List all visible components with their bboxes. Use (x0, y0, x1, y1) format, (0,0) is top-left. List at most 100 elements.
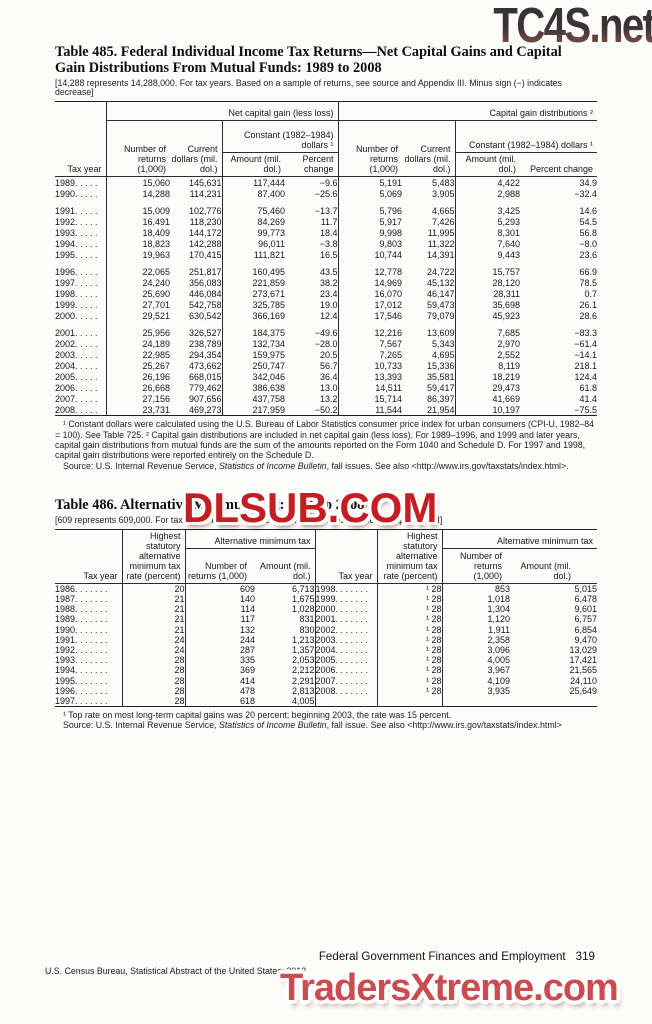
cell: 27,156 (105, 393, 170, 405)
cell: 437,758 (221, 393, 285, 405)
cell: 23.6 (579, 249, 598, 260)
cell: 1,911 (441, 624, 510, 635)
table-486-header: Tax year Highest statutory alternative m… (55, 529, 597, 584)
cell: 4,109 (441, 675, 510, 686)
source-attribution-footer: U.S. Census Bureau, Statistical Abstract… (45, 966, 307, 976)
cell: 2,813 (291, 685, 315, 696)
cell: ¹ 28 (376, 685, 442, 696)
cell: 2001. . . . . . . (314, 614, 377, 625)
cell: 56.7 (320, 360, 338, 371)
table-row: 1991. . . . . . . 24 244 1,213 2003. . . . .… (55, 634, 597, 645)
cell: 2000. . . . . . . (314, 604, 377, 615)
table-row: 1987. . . . . . . 21 140 1,675 1999. . . . .… (55, 594, 597, 605)
cell: 1993. . . . . (55, 227, 98, 238)
cell: 1,213 (291, 634, 315, 645)
cell: 9,803 (337, 238, 403, 250)
table-row: 2008. . . . . 23,731 469,273 217,959 −50.2 11… (55, 404, 597, 416)
cell: 13.2 (320, 393, 338, 404)
cell: 1,028 (291, 604, 315, 615)
cell: 11.7 (320, 216, 338, 227)
running-footer: Federal Government Finances and Employme… (319, 950, 595, 963)
cell: 830 (299, 624, 315, 635)
cell: 779,462 (188, 382, 222, 393)
source-publication: Statistics of Income Bulletin (218, 720, 327, 731)
footer-section-title: Federal Government Finances and Employme… (318, 950, 566, 963)
spacer-row (55, 199, 597, 206)
cell: 18,219 (454, 371, 521, 383)
cell: 5,483 (432, 177, 455, 188)
table-485-body: 1989. . . . . 15,060 145,631 117,444 −9.6 5,1… (55, 176, 598, 416)
cell: 7,567 (337, 338, 403, 350)
cell: ¹ 28 (376, 583, 442, 594)
cell: 1990. . . . . (55, 188, 98, 199)
cell: −75.5 (574, 404, 598, 415)
cell: 29,521 (105, 310, 170, 322)
cell: 7,685 (454, 327, 521, 339)
cell: 1989. . . . . . . (55, 614, 108, 625)
table-row: 1996. . . . . 22,065 251,817 160,495 43.5 12,… (55, 266, 597, 278)
cell: 21,954 (427, 404, 455, 415)
cell: 26,668 (105, 382, 170, 394)
cell: 13,609 (427, 327, 455, 338)
table-485-bracket-note: [14,288 represents 14,288,000. For tax y… (55, 77, 562, 98)
cell: 14,969 (337, 277, 403, 289)
cell: 1,675 (291, 594, 315, 605)
table-row: 2003. . . . . 22,985 294,354 159,975 20.5 7,2… (55, 349, 597, 361)
cell: 1987. . . . . . . (55, 594, 108, 605)
cell: 12,778 (337, 266, 403, 278)
cell: 17,546 (337, 310, 403, 322)
table-row: 1989. . . . . . . 21 117 831 2001. . . . . .… (55, 614, 597, 625)
table-row: 1992. . . . . 16,491 118,230 84,269 11.7 5,91… (55, 216, 597, 228)
cell: 132,734 (221, 338, 285, 350)
cell: 386,638 (221, 382, 285, 394)
cell: 84,269 (221, 216, 285, 228)
cell: 142,288 (188, 238, 222, 249)
cell: 4,695 (432, 349, 455, 360)
cell: 10,197 (454, 404, 521, 416)
cell: 12.4 (320, 310, 338, 321)
cell: 2006. . . . . (55, 382, 98, 393)
cell: 2008. . . . . (55, 404, 98, 415)
cell: 124.4 (574, 371, 598, 382)
cell: 414 (184, 675, 255, 686)
cell: 2007. . . . . . . (314, 675, 377, 686)
section-table-486: Table 486. Alternative Minimum Tax: 1986… (55, 497, 597, 731)
cell: 7,265 (337, 349, 403, 361)
cell: −8.0 (579, 238, 598, 249)
cell: 35,698 (454, 299, 521, 311)
source-suffix: , fall issues. See also <http://www.irs.… (326, 460, 569, 471)
table-row: 2001. . . . . 25,956 326,527 184,375 −49.6 12… (55, 327, 597, 339)
table-row: 1999. . . . . 27,701 542,758 325,785 19.0 17,… (55, 299, 597, 311)
cell: 25,267 (105, 360, 170, 372)
cell: 478 (184, 685, 255, 696)
cell: 16.5 (320, 249, 338, 260)
table-486-bracket-note: [609 represents 609,000. For tax years. … (55, 515, 443, 526)
table-row: 1996. . . . . . . 28 478 2,813 2008. . . . .… (55, 685, 597, 696)
cell: 23.4 (320, 288, 338, 299)
cell: 1990. . . . . . . (55, 624, 108, 635)
cell: 1992. . . . . (55, 216, 98, 227)
cell: 2,291 (291, 675, 315, 686)
cell: 6,713 (291, 583, 315, 594)
col-header-amount-1: Amount (mil. dol.) (221, 152, 285, 178)
section-table-485: Table 485. Federal Individual Income Tax… (55, 44, 598, 471)
cell: 118,230 (189, 216, 222, 227)
table-row: 1992. . . . . . . 24 287 1,357 2004. . . . .… (55, 644, 597, 656)
cell: 87,400 (221, 188, 285, 200)
cell: 11,544 (337, 404, 403, 416)
cell: 630,542 (188, 310, 222, 321)
cell: 2002. . . . . (55, 338, 98, 349)
cell: 41,669 (454, 393, 521, 405)
cell: 20 (121, 583, 185, 594)
cell: 2,552 (454, 349, 521, 361)
cell: −28.0 (314, 338, 338, 349)
cell: 2,970 (454, 338, 521, 350)
table-486: Tax year Highest statutory alternative m… (55, 528, 597, 708)
cell: 3,935 (441, 685, 510, 696)
source-publication: Statistics of Income Bulletin (218, 460, 327, 471)
cell: 24,722 (427, 266, 455, 277)
table-485-source: Source: U.S. Internal Revenue Service, S… (55, 461, 597, 471)
cell: 2,053 (291, 655, 315, 666)
cell: 2002. . . . . . . (314, 624, 377, 635)
cell: 1998. . . . . . . (314, 583, 377, 594)
